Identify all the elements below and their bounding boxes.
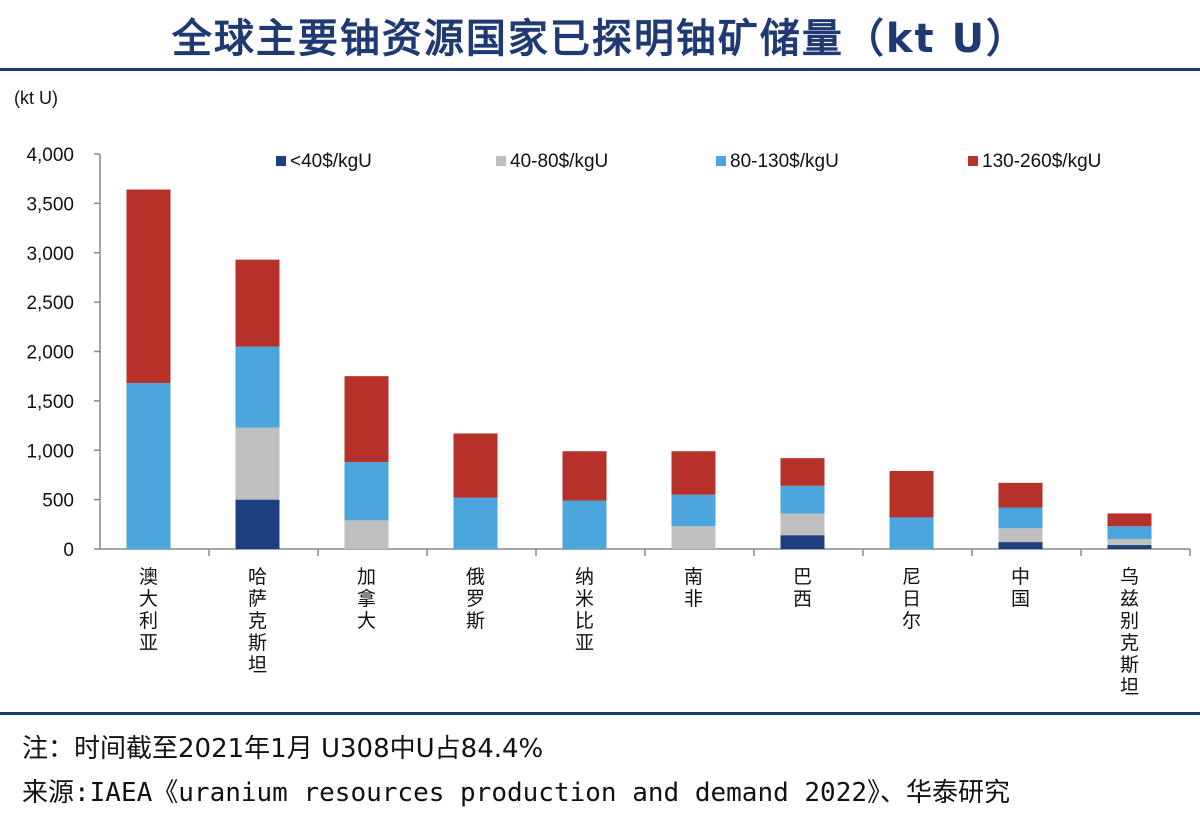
bar-segment [998,542,1043,549]
footer-divider [0,712,1200,715]
x-tick-label: 比 [575,610,594,632]
bar-segment [453,497,498,549]
x-tick-label: 纳 [575,566,594,588]
y-tick-label: 500 [42,491,74,512]
x-tick-label: 巴 [793,566,812,588]
legend-entry: <40$/kgU [290,151,372,172]
bar-segment [1107,526,1152,540]
footnote: 注：时间截至2021年1月 U308中U占84.4% [22,734,544,764]
y-tick-label: 1,500 [26,392,74,413]
x-tick-label: 中 [1011,566,1030,588]
x-tick-label: 萨 [248,588,267,610]
legend-entry: 40-80$/kgU [510,151,608,172]
x-tick-label: 亚 [575,632,594,654]
y-tick-label: 2,500 [26,293,74,314]
x-tick-label: 坦 [1120,676,1139,698]
x-tick-label: 非 [684,588,703,610]
bar-segment [671,494,716,527]
x-tick-label: 大 [139,588,158,610]
x-tick-label: 兹 [1120,588,1139,610]
y-axis-unit-label: (kt U) [14,88,58,108]
legend-swatch [496,156,506,166]
y-tick-label: 0 [63,540,74,561]
x-tick-label: 克 [248,610,267,632]
title-divider [0,68,1200,71]
bar-segment [780,458,825,486]
bar-segment [998,482,1043,508]
x-tick-label: 尔 [902,610,921,632]
bar-segment [235,427,280,500]
bar-segment [998,528,1043,543]
x-tick-label: 哈 [248,566,267,588]
x-tick-label: 南 [684,566,703,588]
x-tick-label: 大 [357,610,376,632]
legend-entry: 130-260$/kgU [982,151,1101,172]
y-tick-label: 2,000 [26,343,74,364]
bar-segment [344,462,389,521]
x-tick-label: 罗 [466,588,485,610]
bar-segment [1107,545,1152,549]
x-tick-label: 斯 [248,632,267,654]
y-tick-label: 3,500 [26,194,74,215]
x-tick-label: 利 [139,610,158,632]
x-tick-label: 澳 [139,566,158,588]
legend-swatch [716,156,726,166]
bar-segment [126,189,171,384]
bar-segment [780,535,825,549]
x-tick-label: 乌 [1120,566,1139,588]
bar-segment [126,383,171,549]
chart-title: 全球主要铀资源国家已探明铀矿储量（kt U） [171,16,1029,62]
legend-swatch [276,156,286,166]
x-tick-label: 国 [1011,588,1030,610]
bar-segment [780,485,825,514]
x-tick-label: 西 [793,588,812,610]
x-tick-label: 坦 [248,654,267,676]
bar-segment [889,470,934,518]
legend-entry: 80-130$/kgU [730,151,839,172]
x-tick-label: 俄 [466,566,485,588]
x-tick-label: 尼 [902,566,921,588]
bar-segment [235,259,280,347]
bar-segment [453,433,498,498]
y-tick-label: 4,000 [26,145,74,166]
source-line: 来源:IAEA《uranium resources production and… [22,778,1011,808]
bar-segment [998,507,1043,529]
x-tick-label: 斯 [466,610,485,632]
bar-segment [889,517,934,549]
y-tick-label: 3,000 [26,244,74,265]
x-tick-label: 别 [1120,610,1139,632]
bar-segment [562,500,607,549]
legend-swatch [968,156,978,166]
bar-segment [344,520,389,549]
x-tick-label: 斯 [1120,654,1139,676]
bar-segment [235,499,280,549]
bar-segment [671,526,716,549]
stacked-bar-chart: 0 500 1,000 1,500 2,000 2,500 3,000 3,500 4,000 澳… [26,145,1191,698]
bar-segment [780,513,825,536]
bar-segment [235,346,280,428]
bar-segment [1107,513,1152,527]
bar-segment [562,451,607,501]
bar-segment [344,376,389,463]
y-tick-label: 1,000 [26,441,74,462]
x-tick-label: 亚 [139,632,158,654]
x-tick-label: 米 [575,588,594,610]
bar-segment [671,451,716,495]
x-tick-label: 加 [357,566,376,588]
x-tick-label: 日 [902,588,921,610]
x-tick-label: 拿 [357,587,376,610]
bar-segment [1107,539,1152,546]
x-tick-label: 克 [1120,632,1139,654]
